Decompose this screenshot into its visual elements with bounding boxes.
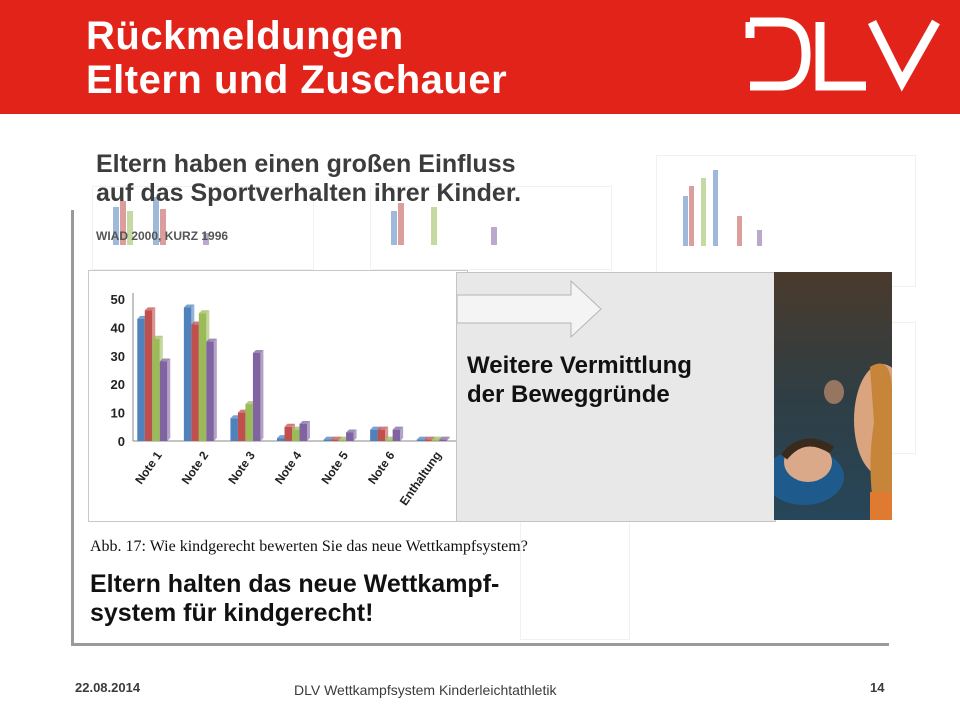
bar-chart-svg: 0 10 20 30 40 50 Note 1 Note 2 Note 3 Note 4 Note … bbox=[111, 292, 459, 508]
bar-top bbox=[370, 426, 381, 430]
bar-top bbox=[431, 436, 443, 440]
callout-line-1: Weitere Vermittlung bbox=[467, 352, 692, 379]
bar bbox=[338, 439, 347, 441]
bar-side bbox=[400, 426, 404, 441]
bar bbox=[230, 418, 238, 441]
bar-top bbox=[416, 436, 428, 440]
bar-top bbox=[198, 310, 210, 314]
bar-top bbox=[152, 335, 163, 339]
footer-date: 22.08.2014 bbox=[75, 680, 141, 695]
bar bbox=[152, 338, 160, 441]
bar bbox=[392, 429, 401, 441]
bar-side bbox=[307, 420, 310, 441]
bar-top bbox=[377, 426, 389, 430]
conclusion-line-1: Eltern halten das neue Wettkampf- bbox=[90, 570, 500, 598]
bar bbox=[206, 341, 214, 441]
bar bbox=[431, 439, 440, 441]
page-number: 14 bbox=[870, 680, 885, 695]
bar-top bbox=[392, 426, 404, 430]
bar-side bbox=[353, 429, 357, 441]
bar bbox=[183, 307, 192, 441]
x-tick-label: Enthaltung bbox=[397, 449, 444, 508]
bar bbox=[370, 429, 378, 441]
bar bbox=[277, 438, 285, 441]
bar bbox=[416, 439, 425, 441]
bar bbox=[377, 429, 386, 441]
chart-caption: Abb. 17: Wie kindgerecht bewerten Sie da… bbox=[90, 538, 528, 555]
x-tick-label: Note 4 bbox=[272, 448, 305, 486]
x-tick-label: Note 6 bbox=[365, 448, 398, 486]
x-tick-label: Note 5 bbox=[319, 448, 352, 486]
frame-bottom-line bbox=[71, 643, 889, 646]
bar bbox=[292, 429, 300, 441]
bar bbox=[159, 361, 168, 441]
bar-top bbox=[284, 423, 295, 427]
x-tick-label: Note 3 bbox=[225, 448, 258, 486]
bar bbox=[198, 313, 207, 441]
bar bbox=[299, 423, 307, 441]
bar-side bbox=[167, 358, 171, 441]
bar-top bbox=[424, 436, 435, 440]
source-citation: WIAD 2000, KURZ 1996 bbox=[96, 229, 229, 243]
callout-box: Weitere Vermittlung der Beweggründe bbox=[456, 272, 776, 522]
bar-top bbox=[299, 420, 310, 424]
dlv-logo bbox=[745, 17, 940, 92]
bar bbox=[245, 404, 253, 441]
bar bbox=[144, 310, 153, 441]
headline: Eltern haben einen großen Einfluss auf d… bbox=[96, 150, 521, 208]
title-line-2: Eltern und Zuschauer bbox=[86, 58, 508, 102]
y-tick-label: 20 bbox=[111, 377, 125, 392]
bar-top bbox=[323, 436, 335, 440]
background-thumbnail bbox=[656, 155, 916, 287]
bar bbox=[385, 439, 393, 441]
bar-top bbox=[346, 429, 357, 433]
bar-side bbox=[260, 349, 264, 441]
background-thumbnail bbox=[370, 186, 612, 270]
x-tick-label: Note 2 bbox=[179, 448, 212, 486]
bar-top bbox=[252, 349, 264, 353]
y-tick-label: 30 bbox=[111, 349, 125, 364]
arrow-right-icon bbox=[457, 279, 602, 339]
headline-line-2: auf das Sportverhalten ihrer Kinder. bbox=[96, 179, 522, 207]
conclusion-line-2: system für kindgerecht! bbox=[90, 599, 374, 627]
callout-text: Weitere Vermittlung der Beweggründe bbox=[467, 351, 692, 409]
y-tick-label: 10 bbox=[111, 406, 125, 421]
y-tick-label: 0 bbox=[118, 434, 125, 449]
bar bbox=[346, 432, 354, 441]
y-tick-label: 50 bbox=[111, 292, 125, 307]
footer-title: DLV Wettkampfsystem Kinderleichtathletik bbox=[294, 682, 557, 698]
bar-top bbox=[206, 338, 217, 342]
bar-chart: 0 10 20 30 40 50 Note 1 Note 2 Note 3 Note 4 Note … bbox=[88, 270, 468, 522]
bar-top bbox=[144, 307, 156, 311]
bar bbox=[137, 318, 145, 441]
bar bbox=[237, 412, 246, 441]
bar bbox=[191, 324, 199, 441]
background-thumbnail bbox=[92, 186, 314, 270]
bar bbox=[424, 439, 432, 441]
bar bbox=[439, 439, 447, 441]
bar bbox=[323, 439, 332, 441]
x-tick-label: Note 1 bbox=[132, 448, 165, 486]
bar bbox=[284, 426, 292, 441]
frame-left-line bbox=[71, 210, 74, 646]
bar-top bbox=[439, 436, 450, 440]
background-thumbnail bbox=[520, 520, 630, 640]
bar bbox=[252, 352, 261, 441]
headline-line-1: Eltern haben einen großen Einfluss bbox=[96, 150, 516, 178]
children-photo bbox=[774, 272, 892, 520]
slide-title: Rückmeldungen Eltern und Zuschauer bbox=[86, 14, 507, 102]
bar-top bbox=[183, 304, 195, 308]
bar-side bbox=[213, 338, 217, 441]
header-bar: Rückmeldungen Eltern und Zuschauer bbox=[0, 0, 960, 114]
y-tick-label: 40 bbox=[111, 320, 125, 335]
conclusion-text: Eltern halten das neue Wettkampf- system… bbox=[90, 570, 499, 628]
bar bbox=[331, 439, 339, 441]
title-line-1: Rückmeldungen bbox=[86, 14, 404, 58]
callout-line-2: der Beweggründe bbox=[467, 381, 670, 408]
bar-side bbox=[446, 436, 450, 441]
bar-top bbox=[159, 358, 171, 362]
bar-top bbox=[331, 436, 342, 440]
